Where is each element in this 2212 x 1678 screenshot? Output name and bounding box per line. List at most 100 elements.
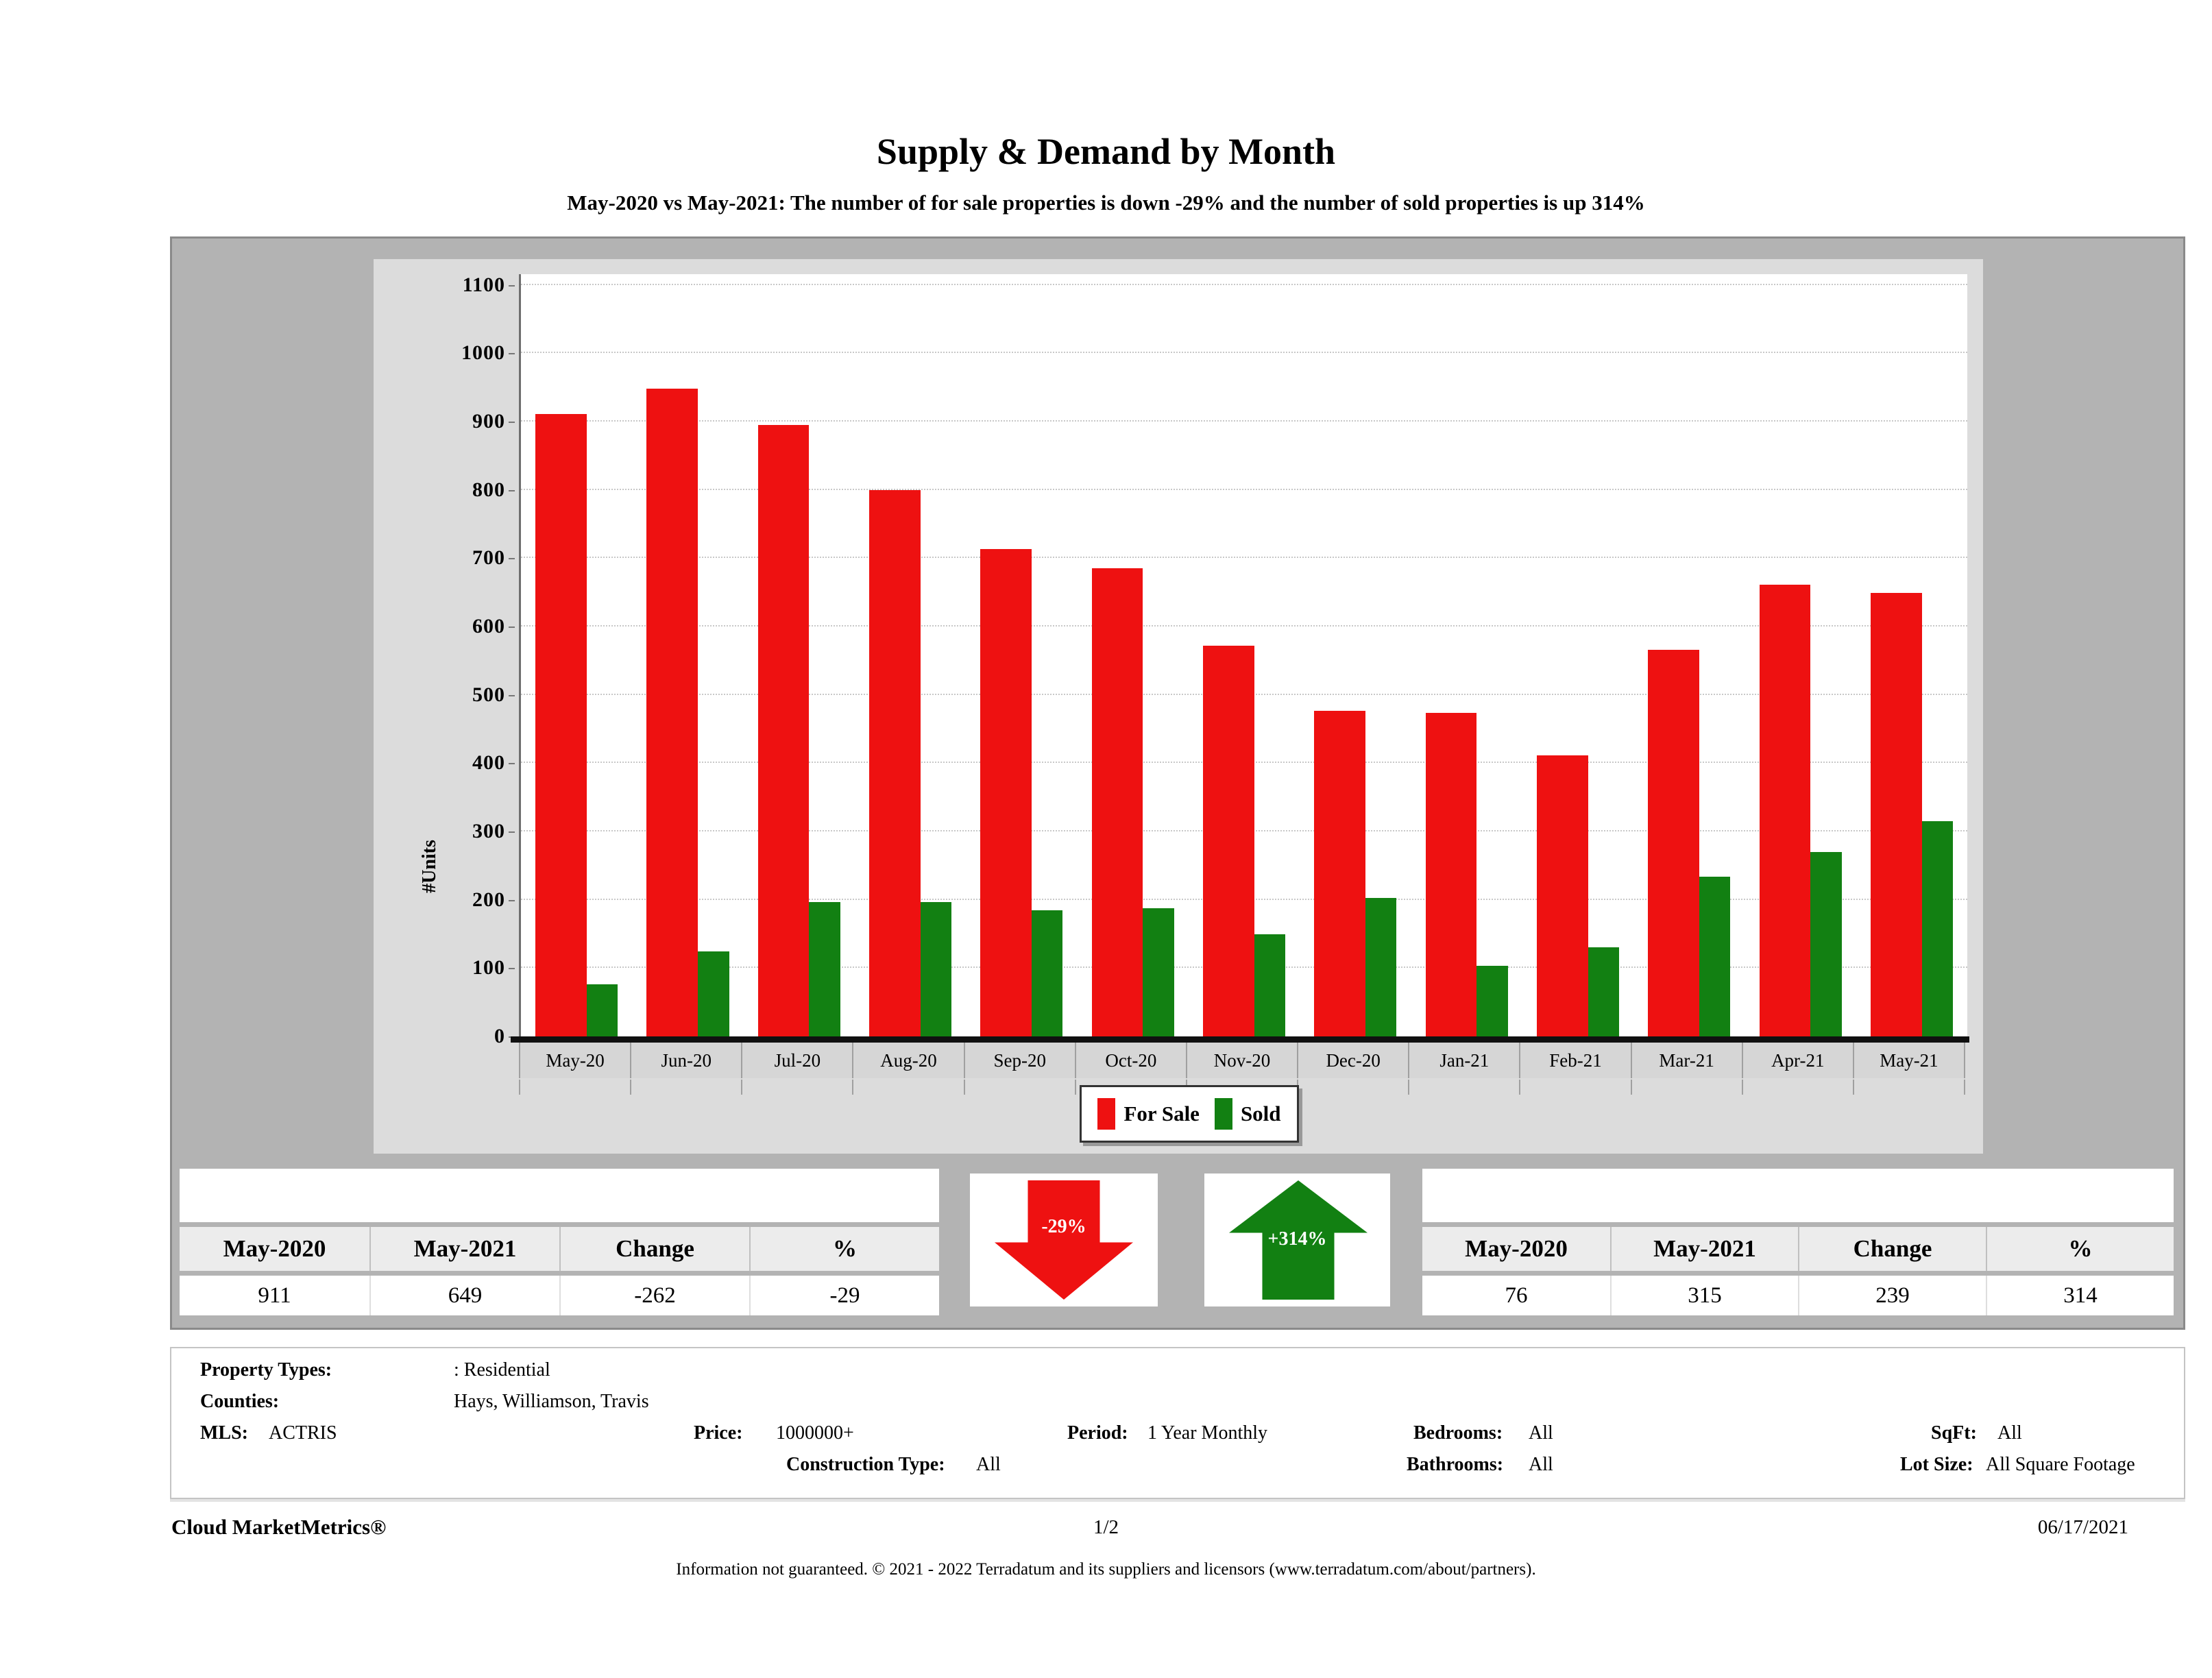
bar-for-sale-Apr-21	[1759, 585, 1811, 1036]
x-axis-label-Jul-20: Jul-20	[742, 1043, 854, 1095]
table-header-cell: May-2020	[180, 1227, 369, 1271]
bar-for-sale-May-21	[1870, 593, 1922, 1036]
summary-table-for-sale: May-2020 May-2021 Change% 911 649 -262 -29	[180, 1169, 939, 1315]
filter-label-bedrooms: Bedrooms:	[1413, 1422, 1503, 1444]
x-axis-label-Oct-20: Oct-20	[1076, 1043, 1188, 1095]
y-axis-tick-label: 200	[472, 888, 515, 911]
bar-for-sale-Aug-20	[869, 489, 921, 1036]
table-header-cell: Change	[1798, 1227, 1986, 1271]
bar-sold-Jun-20	[698, 951, 729, 1036]
filter-label-lot-size: Lot Size:	[1900, 1454, 1973, 1475]
filter-label-price: Price:	[694, 1422, 743, 1444]
filter-value-construction-type: All	[976, 1454, 1001, 1475]
bar-for-sale-Dec-20	[1314, 710, 1365, 1036]
filter-value-period: 1 Year Monthly	[1147, 1422, 1268, 1444]
x-axis-label-Jan-21: Jan-21	[1409, 1043, 1521, 1095]
bar-group-Apr-21	[1745, 274, 1856, 1036]
down-arrow-icon	[995, 1180, 1133, 1300]
bar-group-May-21	[1856, 274, 1967, 1036]
table-blank-row	[1422, 1169, 2174, 1222]
table-value-cell: 649	[369, 1276, 559, 1315]
y-axis-tick-label: 700	[472, 546, 515, 570]
page-subtitle: May-2020 vs May-2021: The number of for …	[567, 191, 1645, 215]
sold-change-label: +314%	[1267, 1228, 1327, 1250]
table-header-cell: Change	[559, 1227, 749, 1271]
table-header-cell: May-2021	[1610, 1227, 1798, 1271]
filter-value-counties: Hays, Williamson, Travis	[454, 1391, 649, 1412]
y-axis-tick-label: 600	[472, 614, 515, 637]
bar-for-sale-May-20	[535, 413, 587, 1036]
y-axis-tick-labels: 0 100 200 300 400 500 600 700 800 900 1000 1100	[415, 273, 518, 1047]
bar-sold-Mar-21	[1699, 876, 1731, 1036]
sold-change-indicator: +314%	[1204, 1174, 1390, 1306]
filter-label-sqft: SqFt:	[1931, 1422, 1977, 1444]
table-value-cell: -29	[749, 1276, 939, 1315]
bar-for-sale-Jun-20	[646, 389, 698, 1036]
filter-label-construction-type: Construction Type:	[786, 1454, 945, 1475]
bar-for-sale-Jul-20	[757, 424, 810, 1036]
gridline	[521, 624, 1967, 627]
x-axis-labels: May-20 Jun-20 Jul-20 Aug-20 Sep-20 Oct-20 Nov-…	[519, 1043, 1966, 1095]
gridline	[521, 283, 1967, 285]
x-axis-label-Jun-20: Jun-20	[631, 1043, 743, 1095]
bar-for-sale-Feb-21	[1536, 755, 1588, 1036]
x-axis-label-Apr-21: Apr-21	[1743, 1043, 1855, 1095]
bar-group-Mar-21	[1633, 274, 1745, 1036]
x-axis-label-Dec-20: Dec-20	[1298, 1043, 1410, 1095]
x-axis-label-Mar-21: Mar-21	[1632, 1043, 1743, 1095]
table-header-cell: %	[1986, 1227, 2174, 1271]
for-sale-change-indicator: -29%	[970, 1174, 1158, 1306]
bar-sold-Feb-21	[1588, 947, 1620, 1036]
bar-for-sale-Jan-21	[1425, 712, 1477, 1036]
bar-sold-Jul-20	[809, 901, 840, 1036]
footer-date: 06/17/2021	[2037, 1516, 2128, 1538]
bar-sold-Aug-20	[920, 901, 952, 1036]
table-value-cell: 239	[1798, 1276, 1986, 1315]
bar-group-Feb-21	[1522, 274, 1633, 1036]
table-header-cell: May-2020	[1422, 1227, 1610, 1271]
bar-sold-Dec-20	[1365, 897, 1397, 1036]
filter-label-counties: Counties:	[200, 1391, 280, 1412]
bar-group-Sep-20	[966, 274, 1077, 1036]
bar-group-Jun-20	[632, 274, 743, 1036]
filter-value-sqft: All	[1997, 1422, 2022, 1444]
chart-container: #Units 0 100 200 300 400 500 600 700 800 900 1000 1…	[170, 236, 2185, 1330]
bar-group-Dec-20	[1300, 274, 1411, 1036]
y-axis-tick-label: 400	[472, 751, 515, 775]
y-axis-tick-label: 100	[472, 956, 515, 980]
bar-for-sale-Sep-20	[980, 549, 1032, 1036]
filter-value-mls: ACTRIS	[269, 1422, 337, 1444]
table-value-cell: -262	[559, 1276, 749, 1315]
footer-brand: Cloud MarketMetrics®	[171, 1515, 387, 1539]
gridline	[521, 420, 1967, 422]
filter-label-mls: MLS:	[200, 1422, 248, 1444]
table-value-cell: 76	[1422, 1276, 1610, 1315]
filter-value-price: 1000000+	[776, 1422, 854, 1444]
bar-group-Jul-20	[744, 274, 855, 1036]
filter-label-property-types: Property Types:	[200, 1359, 332, 1381]
bar-for-sale-Mar-21	[1648, 649, 1699, 1036]
x-axis-label-Aug-20: Aug-20	[853, 1043, 965, 1095]
filters-panel: Property Types: : Residential Counties: …	[170, 1347, 2185, 1499]
bar-for-sale-Oct-20	[1091, 568, 1143, 1036]
chart-panel: #Units 0 100 200 300 400 500 600 700 800 900 1000 1…	[374, 259, 1983, 1154]
plot-area	[519, 274, 1967, 1036]
bar-sold-Jan-21	[1476, 966, 1508, 1036]
bar-group-Jan-21	[1411, 274, 1522, 1036]
bar-sold-Oct-20	[1143, 908, 1174, 1036]
bar-sold-Apr-21	[1810, 851, 1842, 1036]
y-axis-tick-label: 0	[494, 1025, 515, 1047]
legend-label: For Sale	[1123, 1102, 1200, 1126]
footer-disclaimer: Information not guaranteed. © 2021 - 202…	[676, 1560, 1536, 1579]
x-axis-label-Nov-20: Nov-20	[1187, 1043, 1299, 1095]
x-axis-label-Feb-21: Feb-21	[1520, 1043, 1632, 1095]
bar-group-Oct-20	[1078, 274, 1189, 1036]
bar-group-Aug-20	[855, 274, 966, 1036]
legend: For Sale Sold	[1080, 1085, 1299, 1143]
footer-page-number: 1/2	[1093, 1516, 1119, 1538]
x-axis-label-Sep-20: Sep-20	[965, 1043, 1076, 1095]
table-header-cell: %	[749, 1227, 939, 1271]
page-title: Supply & Demand by Month	[876, 131, 1336, 172]
filter-label-bathrooms: Bathrooms:	[1407, 1454, 1504, 1475]
table-value-cell: 911	[180, 1276, 369, 1315]
